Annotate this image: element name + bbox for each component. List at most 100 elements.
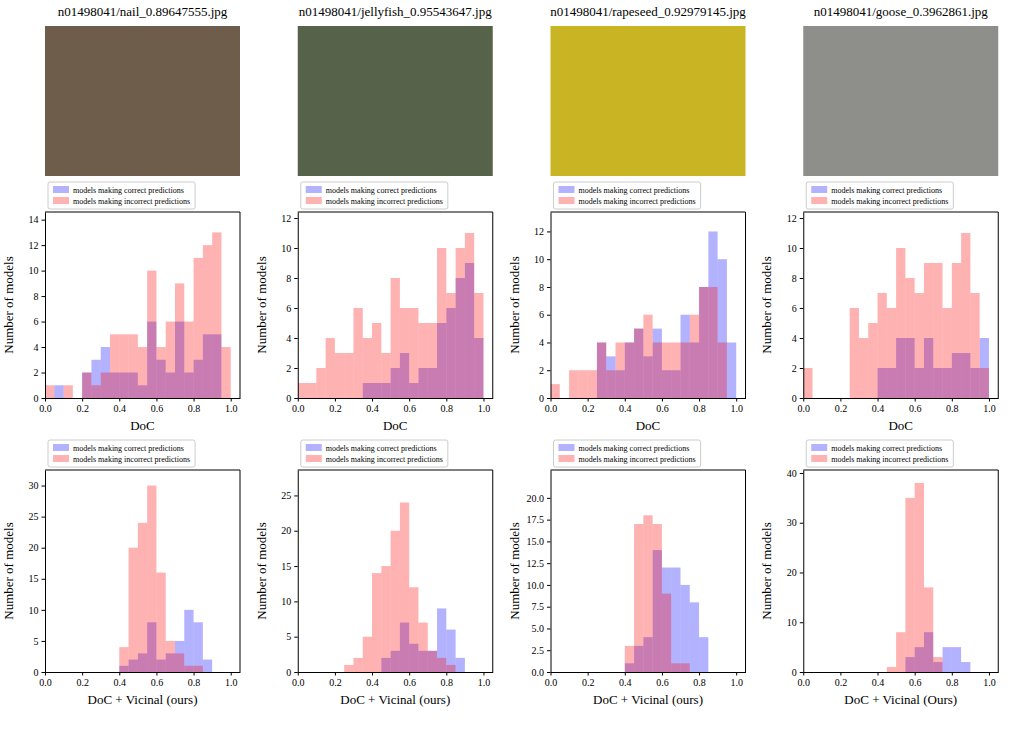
histogram-bar (859, 672, 868, 673)
histogram-bar (119, 334, 128, 398)
frame-right (492, 212, 493, 398)
histogram-bar (727, 342, 736, 398)
histogram-bar (73, 398, 82, 399)
histogram-bar (101, 672, 110, 673)
tick-label: 17.5 (527, 514, 545, 525)
tick-mark (156, 398, 157, 402)
tick-mark (194, 398, 195, 402)
tick-label: 1.0 (225, 403, 238, 414)
tick: 1.0 (730, 672, 743, 688)
histogram-bar (625, 342, 634, 398)
histogram-bar (446, 665, 455, 672)
tick-label: 10 (534, 254, 544, 265)
histogram-bar (418, 323, 427, 398)
y-axis: 0.02.55.07.510.012.515.017.520.0 (527, 471, 552, 678)
tick: 4 (792, 333, 804, 344)
histogram-bar (952, 672, 961, 673)
histogram-bar (474, 672, 483, 673)
tick-mark (952, 672, 953, 676)
tick: 0.8 (693, 398, 706, 414)
histogram-bar (887, 308, 896, 398)
tick-label: 0.6 (909, 403, 922, 414)
x-axis: 0.00.20.40.60.81.0 (545, 398, 746, 414)
histogram-bar (560, 672, 569, 673)
histogram-bar (915, 483, 924, 672)
legend-label: models making correct predictions (831, 186, 942, 195)
tick-label: 8 (539, 282, 544, 293)
axis-line (46, 398, 241, 399)
bars (344, 502, 465, 672)
histogram-bar (671, 568, 680, 672)
histogram-bar (588, 672, 597, 673)
tick-mark (42, 220, 46, 221)
tick-mark (547, 520, 551, 521)
histogram-bar (813, 398, 822, 399)
tick-mark (156, 672, 157, 676)
panel: 0.00.20.40.60.81.0024681012DoCNumber of … (759, 182, 999, 433)
histogram-bar (699, 287, 708, 398)
tick-mark (82, 398, 83, 402)
x-axis: 0.00.20.40.60.81.0 (798, 672, 999, 688)
tick-mark (446, 672, 447, 676)
histogram-bar (184, 322, 193, 398)
histogram-bar (391, 278, 400, 398)
histogram-bar (335, 353, 344, 398)
histogram-bar (203, 660, 212, 672)
histogram-bar (353, 658, 362, 672)
x-axis-title: DoC (636, 418, 661, 433)
tick-label: 0 (286, 393, 291, 404)
histogram-bar (961, 662, 970, 672)
histogram-bar (831, 672, 840, 673)
tick: 2 (34, 367, 46, 378)
histogram-bar (727, 398, 736, 399)
histogram-bar (428, 651, 437, 672)
histogram-bar (409, 587, 418, 672)
histogram-bar (681, 663, 690, 672)
panel: 0.00.20.40.60.81.0024681012DoCNumber of … (507, 182, 747, 433)
histogram-bar (551, 672, 560, 673)
histogram-bar (813, 672, 822, 673)
tick: 0.4 (619, 398, 632, 414)
tick-mark (231, 672, 232, 676)
histogram-bar (307, 672, 316, 673)
tick: 0.2 (582, 672, 595, 688)
histogram-bar (465, 233, 474, 398)
legend-label: models making correct predictions (831, 444, 942, 453)
tick: 0.6 (151, 398, 164, 414)
tick-mark (547, 342, 551, 343)
tick-mark (42, 579, 46, 580)
x-axis-title: DoC + Vicinal (ours) (340, 692, 450, 707)
histogram-bar (391, 531, 400, 672)
histogram-bar (606, 370, 615, 398)
histogram-bar (91, 360, 100, 398)
histogram-bar (597, 672, 606, 673)
histogram-bar (326, 672, 335, 673)
histogram-bar (905, 278, 914, 398)
legend-label: models making correct predictions (579, 186, 690, 195)
histogram-bar (101, 347, 110, 398)
tick-label: 12 (29, 240, 39, 251)
histogram-bar (980, 368, 989, 398)
histogram-bar (203, 245, 212, 398)
histogram-bar (822, 672, 831, 673)
tick-label: 20.0 (527, 493, 545, 504)
frame-right (745, 212, 746, 398)
x-axis-title: DoC (130, 418, 155, 433)
bars (298, 233, 484, 398)
histogram-bar (597, 342, 606, 398)
histogram-bar (119, 647, 128, 672)
legend-swatch (811, 455, 827, 462)
y-axis-title: Number of models (759, 522, 774, 619)
histogram-bar (474, 672, 483, 673)
tick: 5.0 (532, 623, 551, 634)
tick-label: 0.4 (619, 677, 632, 688)
tick-label: 10 (787, 617, 797, 628)
tick-label: 0.8 (188, 677, 201, 688)
frame-top (298, 470, 493, 471)
tick: 1.0 (225, 398, 238, 414)
histogram-bar (175, 283, 184, 398)
histogram-bar (110, 334, 119, 398)
tick-mark (294, 672, 298, 673)
tick: 0.0 (532, 667, 551, 678)
tick-label: 0 (792, 667, 797, 678)
